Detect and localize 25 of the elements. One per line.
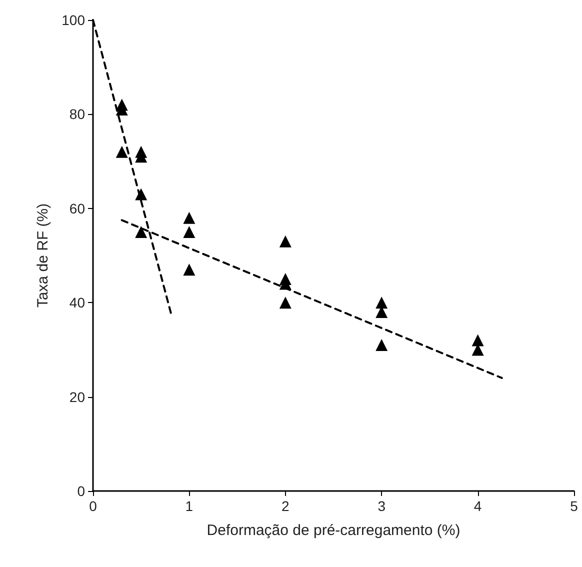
x-tick-label: 4 (474, 498, 482, 514)
x-tick-label: 0 (89, 498, 98, 514)
point (183, 226, 196, 238)
y-tick-label: 60 (69, 200, 86, 216)
y-tick-label: 100 (62, 12, 86, 28)
point (116, 146, 128, 158)
point (183, 264, 196, 276)
y-tick-label: 40 (69, 294, 86, 311)
point (376, 296, 388, 309)
point (472, 334, 484, 346)
y-tick-label: 20 (69, 388, 86, 405)
y-tick-label: 0 (77, 483, 86, 499)
x-tick-label: 5 (570, 498, 578, 514)
point (135, 188, 148, 200)
point (135, 226, 148, 238)
x-tick-label: 2 (282, 498, 290, 514)
x-axis-title: Deformação de pré-carregamento (%) (206, 522, 460, 539)
point (376, 338, 388, 351)
y-axis-title: Taxa de RF (%) (34, 203, 52, 308)
point (279, 235, 292, 248)
y-tick-label: 80 (69, 106, 86, 122)
x-tick-label: 1 (185, 498, 194, 514)
point (279, 296, 292, 309)
point (183, 212, 196, 224)
x-tick-label: 3 (378, 498, 386, 514)
